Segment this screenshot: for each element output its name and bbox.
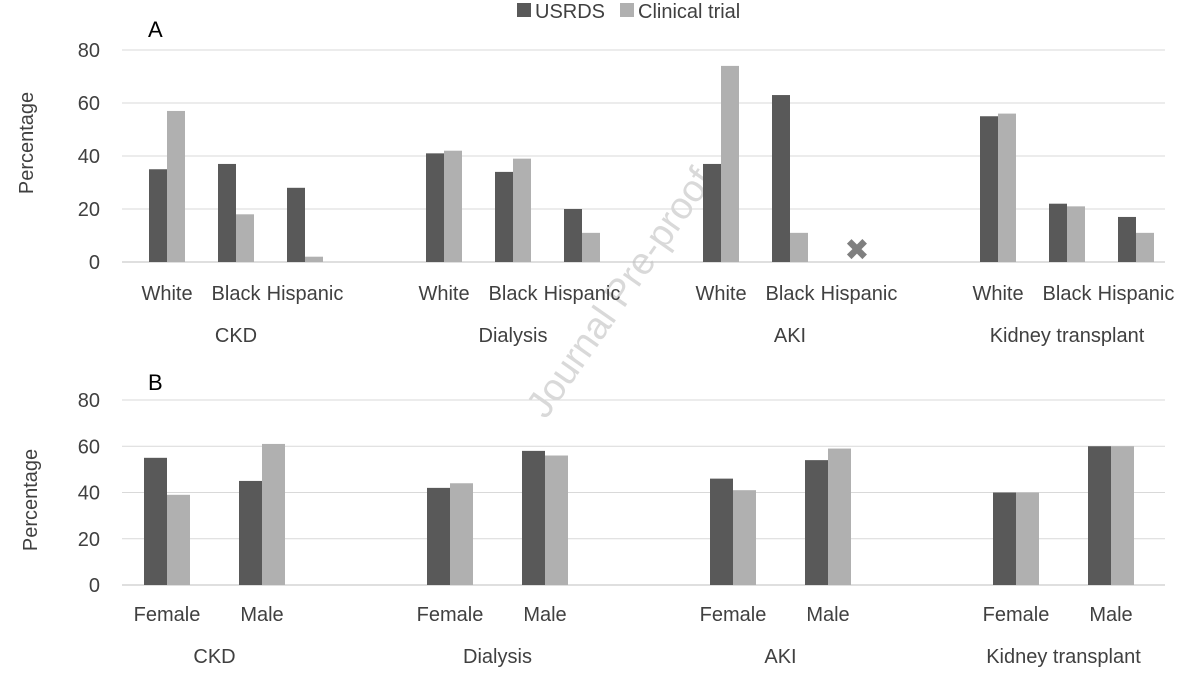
panel-b-group-label-dialysis: Dialysis — [463, 646, 532, 668]
panel-a-bar-dialysis-black-clinical-trial — [513, 158, 531, 262]
panel-a-group-label-dialysis: Dialysis — [479, 325, 548, 347]
panel-b-category-label-female: Female — [417, 604, 484, 626]
panel-b-category-label-female: Female — [700, 604, 767, 626]
panel-a-group-label-aki: AKI — [774, 325, 806, 347]
panel-a-bar-aki-white-clinical-trial — [721, 65, 739, 263]
panel-a-bar-dialysis-white-usrds — [426, 153, 444, 262]
panel-a-bar-aki-black-usrds — [772, 95, 790, 262]
panel-a-category-label-black: Black — [766, 283, 816, 305]
panel-b-group-label-ckd: CKD — [193, 646, 235, 668]
panel-a-bar-aki-black-clinical-trial — [790, 232, 808, 262]
panel-a-bar-kidney-transplant-black-usrds — [1049, 203, 1067, 262]
panel-b-y-tick-label: 80 — [78, 390, 100, 412]
panel-b-bar-dialysis-male-usrds — [522, 450, 545, 585]
panel-a-bar-dialysis-hispanic-clinical-trial — [582, 232, 600, 262]
panel-b-category-label-female: Female — [134, 604, 201, 626]
panel-a-bar-ckd-hispanic-clinical-trial — [305, 256, 323, 262]
panel-a-y-axis-title: Percentage — [16, 92, 38, 194]
panel-a-category-label-black: Black — [212, 283, 262, 305]
panel-b-bar-aki-male-clinical-trial — [828, 448, 851, 585]
panel-b-bar-kidney-transplant-female-usrds — [993, 492, 1016, 585]
panel-b-bar-aki-female-usrds — [710, 478, 733, 585]
panel-a-category-label-hispanic: Hispanic — [1098, 283, 1175, 305]
panel-a-bar-dialysis-hispanic-usrds — [564, 209, 582, 262]
panel-a-category-label-black: Black — [1043, 283, 1093, 305]
panel-a-bar-kidney-transplant-black-clinical-trial — [1067, 206, 1085, 262]
panel-b-bar-dialysis-male-clinical-trial — [545, 455, 568, 585]
panel-a-bar-kidney-transplant-hispanic-clinical-trial — [1136, 232, 1154, 262]
panel-a-category-label-hispanic: Hispanic — [267, 283, 344, 305]
panel-a-y-tick-label: 40 — [78, 146, 100, 168]
panel-b-category-label-female: Female — [983, 604, 1050, 626]
panel-a-bar-dialysis-black-usrds — [495, 171, 513, 262]
panel-a-category-label-white: White — [972, 283, 1023, 305]
panel-a-group-label-kidney-transplant: Kidney transplant — [990, 325, 1145, 347]
legend-swatch-usrds — [517, 3, 531, 17]
legend-label-usrds: USRDS — [535, 1, 605, 23]
panel-a-bar-aki-white-usrds — [703, 163, 721, 262]
panel-a-category-label-black: Black — [489, 283, 539, 305]
panel-b-y-tick-label: 0 — [89, 575, 100, 597]
panel-a-bar-ckd-white-clinical-trial — [167, 110, 185, 262]
panel-a-y-tick-label: 0 — [89, 252, 100, 274]
panel-a-bar-ckd-black-usrds — [218, 163, 236, 262]
panel-b-y-tick-label: 20 — [78, 529, 100, 551]
panel-a-y-tick-label: 80 — [78, 40, 100, 62]
panel-a-bar-ckd-white-usrds — [149, 169, 167, 262]
panel-b-y-tick-label: 60 — [78, 436, 100, 458]
panel-b-bar-ckd-female-usrds — [144, 457, 167, 585]
panel-b-bar-aki-female-clinical-trial — [733, 490, 756, 585]
panel-a-category-label-hispanic: Hispanic — [821, 283, 898, 305]
panel-b-bar-ckd-male-clinical-trial — [262, 443, 285, 585]
panel-b-bar-kidney-transplant-male-clinical-trial — [1111, 446, 1134, 585]
legend: USRDS Clinical trial — [517, 1, 740, 23]
panel-a-category-label-white: White — [695, 283, 746, 305]
panel-b-bar-dialysis-female-clinical-trial — [450, 483, 473, 585]
panel-b-bar-aki-male-usrds — [805, 460, 828, 585]
panel-b-bar-dialysis-female-usrds — [427, 487, 450, 585]
panel-b-group-label-aki: AKI — [764, 646, 796, 668]
panel-a-missing-data-marker-aki-hispanic: ✖ — [844, 233, 869, 268]
panel-b-bar-ckd-male-usrds — [239, 480, 262, 585]
panel-a-category-label-hispanic: Hispanic — [544, 283, 621, 305]
panel-a-letter: A — [148, 17, 163, 42]
panel-a-bar-kidney-transplant-white-clinical-trial — [998, 113, 1016, 262]
panel-b-category-label-male: Male — [1089, 604, 1132, 626]
panel-b-category-label-male: Male — [523, 604, 566, 626]
panel-a-bar-dialysis-white-clinical-trial — [444, 150, 462, 262]
legend-swatch-clinical-trial — [620, 3, 634, 17]
panel-a-bar-ckd-black-clinical-trial — [236, 214, 254, 262]
panel-b-category-label-male: Male — [806, 604, 849, 626]
panel-b-y-axis-title: Percentage — [20, 449, 42, 551]
panel-a-group-label-ckd: CKD — [215, 325, 257, 347]
panel-b-group-label-kidney-transplant: Kidney transplant — [986, 646, 1141, 668]
panel-b-category-label-male: Male — [240, 604, 283, 626]
panel-a-bar-kidney-transplant-hispanic-usrds — [1118, 216, 1136, 262]
panel-a-y-tick-label: 20 — [78, 199, 100, 221]
panel-b-bar-kidney-transplant-female-clinical-trial — [1016, 492, 1039, 585]
legend-label-clinical-trial: Clinical trial — [638, 1, 740, 23]
panel-a-bar-ckd-hispanic-usrds — [287, 187, 305, 262]
panel-b-bar-kidney-transplant-male-usrds — [1088, 446, 1111, 585]
panel-a-category-label-white: White — [141, 283, 192, 305]
panel-b-bar-ckd-female-clinical-trial — [167, 494, 190, 585]
panel-b-letter: B — [148, 370, 163, 395]
panel-a-bar-kidney-transplant-white-usrds — [980, 116, 998, 262]
panel-a-y-tick-label: 60 — [78, 93, 100, 115]
panel-b-y-tick-label: 40 — [78, 483, 100, 505]
panel-a-category-label-white: White — [418, 283, 469, 305]
